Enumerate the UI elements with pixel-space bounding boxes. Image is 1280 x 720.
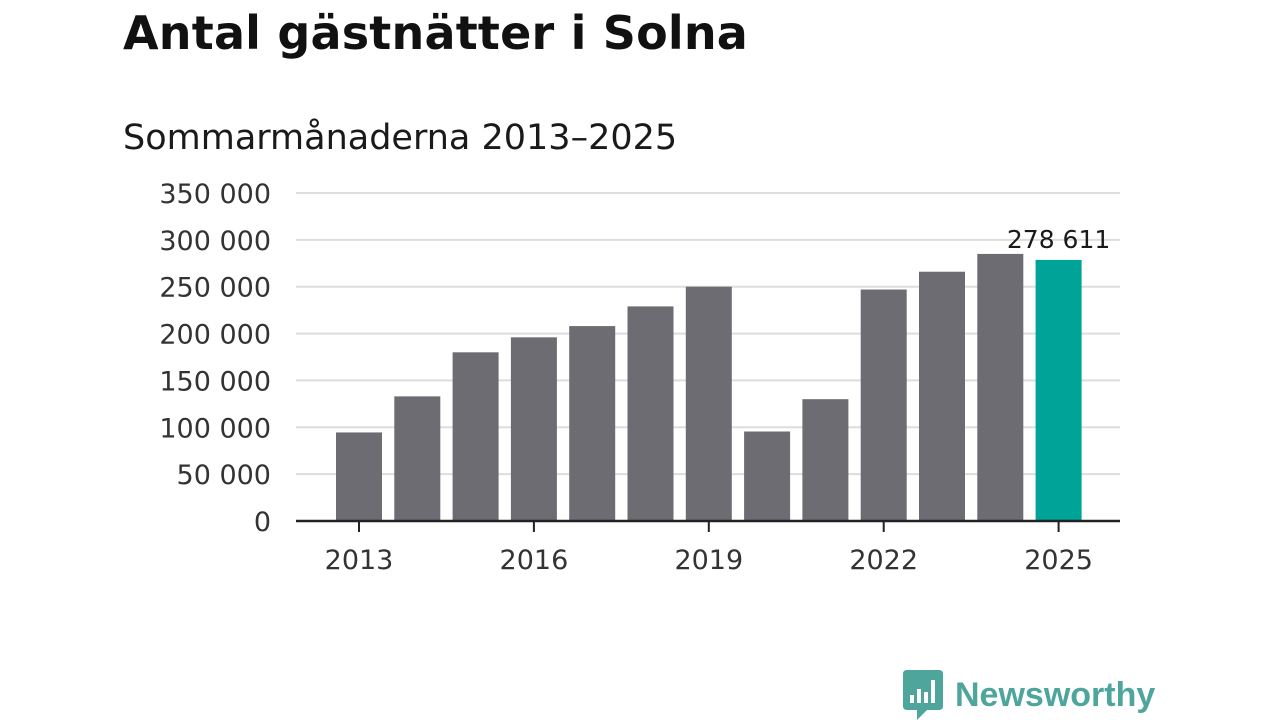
y-tick-label: 350 000: [159, 179, 271, 210]
bar-2023: [919, 271, 965, 521]
bar-2025: [1035, 259, 1082, 521]
bar-2016: [510, 337, 557, 521]
newsworthy-logo-icon: [903, 670, 943, 720]
bars: [336, 253, 1082, 521]
x-tick-label: 2013: [325, 545, 394, 576]
chart-subtitle: Sommarmånaderna 2013–2025: [123, 118, 678, 158]
data-labels: 278 611: [1007, 225, 1110, 254]
y-tick-label: 300 000: [159, 226, 271, 257]
y-tick-label: 200 000: [159, 320, 271, 351]
bar-2017: [569, 326, 616, 521]
brand-logo: Newsworthy: [903, 670, 1155, 720]
bar-2024: [977, 253, 1024, 521]
bar-2022: [860, 289, 907, 521]
x-tick-label: 2016: [500, 545, 569, 576]
bar-2014: [394, 396, 441, 521]
x-tick-label: 2025: [1024, 545, 1093, 576]
bar-2021: [802, 399, 849, 521]
bar-2018: [627, 306, 674, 521]
bar-2019: [685, 286, 732, 521]
bar-2015: [452, 352, 499, 521]
y-axis-tick-labels: 0 50 000 100 000 150 000 200 000 250 000 300 0…: [159, 179, 271, 538]
data-label-2025: 278 611: [1007, 225, 1110, 254]
brand-name: Newsworthy: [955, 676, 1156, 714]
chart-title: Antal gästnätter i Solna: [123, 6, 749, 60]
y-tick-label: 150 000: [159, 366, 271, 397]
x-tick-label: 2022: [849, 545, 918, 576]
x-axis-tick-labels: 2013 2016 2019 2022 2025: [325, 521, 1093, 576]
bar-2013: [336, 432, 382, 521]
y-tick-label: 100 000: [159, 413, 271, 444]
x-tick-label: 2019: [674, 545, 743, 576]
y-tick-label: 50 000: [177, 460, 271, 491]
y-tick-label: 250 000: [159, 273, 271, 304]
y-tick-label: 0: [254, 507, 271, 538]
bar-2020: [744, 431, 791, 521]
